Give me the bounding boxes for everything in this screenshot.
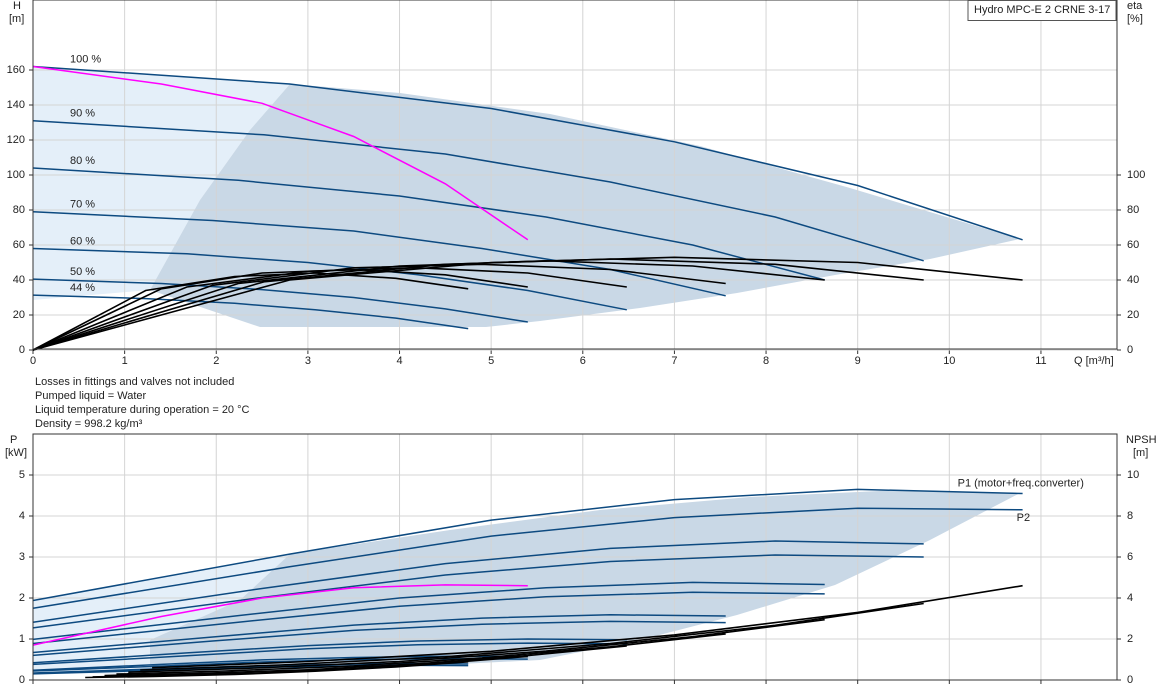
curve-label: 60 %	[70, 235, 95, 247]
x-tick-label: 8	[763, 355, 769, 367]
y2-tick-label: 4	[1127, 592, 1133, 604]
curve-label: P1 (motor+freq.converter)	[958, 477, 1084, 489]
curve	[32, 591, 825, 645]
y2-unit: [%]	[1127, 13, 1143, 25]
x-tick-label: 11	[1035, 355, 1046, 367]
note: Density = 998.2 kg/m³	[35, 418, 143, 430]
y2-tick-label: 8	[1127, 510, 1133, 522]
y2-label: NPSH	[1126, 434, 1157, 446]
x-tick-label: 9	[855, 355, 861, 367]
x-tick-label: 2	[213, 355, 219, 367]
y2-tick-label: 80	[1127, 204, 1139, 216]
y-unit: [kW]	[5, 447, 27, 459]
curve	[32, 488, 1023, 602]
x-tick-label: 10	[943, 355, 955, 367]
y2-tick-label: 40	[1127, 274, 1139, 286]
curve	[128, 618, 825, 673]
y2-tick-label: 20	[1127, 309, 1139, 321]
y2-label: eta	[1127, 0, 1143, 12]
curve-label: 70 %	[70, 199, 95, 211]
curve	[32, 554, 924, 629]
y-tick-label: 40	[13, 274, 25, 286]
curve	[152, 584, 1023, 669]
curve-label: P2	[1017, 512, 1030, 524]
x-tick-label: 4	[396, 355, 402, 367]
curve	[104, 645, 627, 677]
curve-label: 80 %	[70, 155, 95, 167]
y2-tick-label: 100	[1127, 169, 1145, 181]
y2-tick-label: 0	[1127, 674, 1133, 686]
y2-tick-label: 6	[1127, 551, 1133, 563]
chart-title: Hydro MPC-E 2 CRNE 3-17	[974, 4, 1110, 16]
curve	[32, 581, 825, 641]
note: Liquid temperature during operation = 20…	[35, 404, 250, 416]
curve	[32, 642, 627, 666]
y-label: H	[13, 0, 21, 12]
y-tick-label: 140	[7, 99, 25, 111]
curve	[32, 620, 726, 657]
curve	[32, 120, 924, 262]
curve	[32, 65, 529, 241]
x-tick-label: 5	[488, 355, 494, 367]
curve	[32, 540, 924, 623]
curve	[32, 272, 469, 351]
y2-tick-label: 2	[1127, 633, 1133, 645]
curve	[32, 638, 627, 664]
x-tick-label: 6	[580, 355, 586, 367]
curve-label: 44 %	[70, 282, 95, 294]
light-region	[33, 554, 290, 675]
y2-tick-label: 0	[1127, 344, 1133, 356]
operating-region	[150, 84, 1020, 327]
curve	[140, 602, 924, 671]
y-unit: [m]	[9, 13, 24, 25]
curve	[85, 661, 469, 679]
y-tick-label: 5	[19, 469, 25, 481]
x-tick-label: 1	[122, 355, 128, 367]
y-label: P	[10, 434, 17, 446]
y2-tick-label: 60	[1127, 239, 1139, 251]
operating-region	[150, 490, 1020, 675]
curve	[32, 167, 825, 281]
curve	[32, 507, 1023, 610]
curve	[32, 211, 726, 297]
plot-frame	[32, 433, 1118, 681]
y-tick-label: 4	[19, 510, 25, 522]
y-tick-label: 1	[19, 633, 25, 645]
plot-frame	[32, 0, 1118, 350]
curve	[32, 294, 469, 330]
x-tick-label: 3	[305, 355, 311, 367]
y-tick-label: 160	[7, 64, 25, 76]
curve	[32, 65, 1023, 241]
curve	[32, 278, 528, 323]
title-box	[967, 0, 1117, 21]
curve-label: 100 %	[70, 53, 101, 65]
x-tick-label: 0	[30, 355, 36, 367]
curve	[32, 268, 528, 351]
x-tick-label: 7	[671, 355, 677, 367]
curve	[32, 247, 627, 311]
curve	[32, 584, 528, 646]
y-tick-label: 0	[19, 674, 25, 686]
y-tick-label: 20	[13, 309, 25, 321]
y2-unit: [m]	[1133, 447, 1148, 459]
y-tick-label: 0	[19, 344, 25, 356]
curve	[116, 633, 726, 675]
curve	[32, 614, 726, 654]
y-tick-label: 100	[7, 169, 25, 181]
y-tick-label: 3	[19, 551, 25, 563]
y-tick-label: 80	[13, 204, 25, 216]
curve	[32, 263, 726, 351]
y-tick-label: 2	[19, 592, 25, 604]
curve	[32, 259, 825, 351]
curve-label: 50 %	[70, 266, 95, 278]
note: Pumped liquid = Water	[35, 390, 147, 402]
note: Losses in fittings and valves not includ…	[35, 376, 234, 388]
x-label: Q [m³/h]	[1074, 355, 1114, 367]
y-tick-label: 60	[13, 239, 25, 251]
curve-label: 90 %	[70, 108, 95, 120]
y2-tick-label: 10	[1127, 469, 1139, 481]
y-tick-label: 120	[7, 134, 25, 146]
